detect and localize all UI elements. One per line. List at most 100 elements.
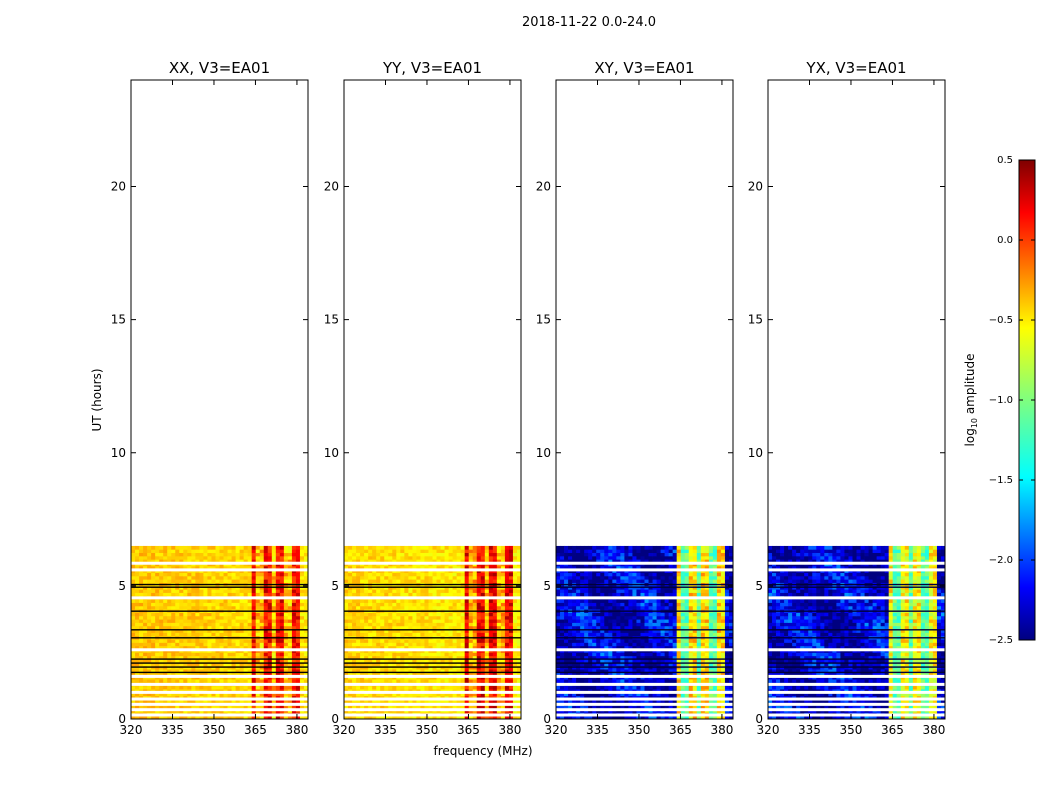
heatmap-cell bbox=[191, 612, 196, 617]
heatmap-cell bbox=[247, 602, 253, 607]
heatmap-cell bbox=[372, 662, 377, 667]
heatmap-cell bbox=[171, 555, 176, 560]
heatmap-cell bbox=[215, 699, 220, 703]
heatmap-cell bbox=[356, 645, 361, 650]
heatmap-cell bbox=[295, 672, 301, 677]
heatmap-cell bbox=[372, 685, 377, 690]
heatmap-cell bbox=[348, 559, 353, 563]
heatmap-cell bbox=[259, 662, 265, 667]
heatmap-cell bbox=[504, 632, 510, 637]
heatmap-cell bbox=[408, 592, 413, 597]
heatmap-cell bbox=[239, 622, 245, 627]
heatmap-cell bbox=[235, 625, 241, 630]
heatmap-cell bbox=[408, 669, 413, 673]
heatmap-cell bbox=[436, 679, 441, 683]
heatmap-cell bbox=[392, 552, 397, 557]
heatmap-cell bbox=[468, 555, 474, 560]
axes-frame bbox=[343, 79, 522, 720]
heatmap-cell bbox=[187, 619, 192, 623]
heatmap-cell bbox=[275, 639, 281, 643]
heatmap-cell bbox=[424, 619, 429, 623]
heatmap-cell bbox=[396, 555, 401, 560]
heatmap-cell bbox=[496, 662, 502, 667]
heatmap-cell bbox=[267, 599, 273, 603]
heatmap-cell bbox=[263, 639, 269, 643]
heatmap-cell bbox=[420, 655, 425, 660]
heatmap-cell bbox=[592, 715, 597, 720]
heatmap-cell bbox=[191, 552, 196, 557]
heatmap-cell bbox=[356, 672, 361, 677]
heatmap-cell bbox=[476, 639, 482, 643]
heatmap-cell bbox=[211, 592, 216, 597]
heatmap-cell bbox=[444, 705, 449, 710]
heatmap-cell bbox=[143, 572, 148, 577]
heatmap-xy bbox=[556, 545, 734, 720]
heatmap-cell bbox=[131, 705, 136, 710]
heatmap-cell bbox=[179, 549, 184, 553]
heatmap-cell bbox=[432, 599, 437, 603]
heatmap-cell bbox=[432, 645, 437, 650]
heatmap-cell bbox=[396, 652, 401, 657]
heatmap-cell bbox=[360, 625, 365, 630]
heatmap-cell bbox=[159, 615, 164, 620]
heatmap-cell bbox=[436, 592, 441, 597]
heatmap-cell bbox=[239, 612, 245, 617]
heatmap-cell bbox=[231, 705, 236, 710]
heatmap-cell bbox=[299, 642, 305, 647]
heatmap-cell bbox=[139, 662, 144, 667]
heatmap-cell bbox=[247, 572, 253, 577]
heatmap-cell bbox=[299, 622, 305, 627]
heatmap-cell bbox=[219, 589, 224, 593]
heatmap-cell bbox=[207, 625, 212, 630]
heatmap-cell bbox=[295, 642, 301, 647]
heatmap-cell bbox=[287, 622, 293, 627]
heatmap-cell bbox=[456, 659, 462, 663]
heatmap-cell bbox=[295, 559, 301, 563]
heatmap-cell bbox=[352, 545, 357, 550]
heatmap-cell bbox=[175, 679, 180, 683]
heatmap-cell bbox=[287, 602, 293, 607]
heatmap-cell bbox=[424, 615, 429, 620]
heatmap-cell bbox=[360, 565, 365, 570]
heatmap-cell bbox=[492, 645, 498, 650]
heatmap-cell bbox=[448, 589, 454, 593]
heatmap-cell bbox=[235, 672, 241, 677]
heatmap-cell bbox=[364, 715, 369, 720]
heatmap-cell bbox=[263, 599, 269, 603]
heatmap-cell bbox=[223, 699, 228, 703]
heatmap-cell bbox=[556, 715, 561, 720]
heatmap-cell bbox=[279, 599, 285, 603]
heatmap-cell bbox=[151, 629, 156, 633]
heatmap-cell bbox=[456, 672, 462, 677]
panel-title: YY, V3=EA01 bbox=[382, 59, 482, 77]
heatmap-cell bbox=[364, 632, 369, 637]
heatmap-cell bbox=[199, 552, 204, 557]
heatmap-cell bbox=[676, 715, 682, 720]
heatmap-cell bbox=[516, 705, 522, 710]
heatmap-cell bbox=[444, 642, 449, 647]
heatmap-cell bbox=[283, 565, 289, 570]
heatmap-cell bbox=[512, 572, 518, 577]
heatmap-cell bbox=[219, 699, 224, 703]
heatmap-cell bbox=[368, 625, 373, 630]
heatmap-cell bbox=[444, 605, 449, 610]
heatmap-cell bbox=[344, 629, 349, 633]
heatmap-cell bbox=[440, 622, 445, 627]
heatmap-cell bbox=[392, 612, 397, 617]
heatmap-cell bbox=[452, 632, 458, 637]
heatmap-cell bbox=[344, 559, 349, 563]
heatmap-cell bbox=[384, 599, 389, 603]
heatmap-cell bbox=[283, 639, 289, 643]
heatmap-cell bbox=[372, 612, 377, 617]
heatmap-cell bbox=[432, 699, 437, 703]
heatmap-cell bbox=[199, 572, 204, 577]
heatmap-cell bbox=[508, 659, 514, 663]
heatmap-cell bbox=[428, 642, 433, 647]
heatmap-cell bbox=[420, 642, 425, 647]
heatmap-cell bbox=[303, 625, 309, 630]
heatmap-cell bbox=[396, 579, 401, 583]
heatmap-cell bbox=[183, 559, 188, 563]
heatmap-cell bbox=[496, 599, 502, 603]
heatmap-cell bbox=[207, 545, 212, 550]
